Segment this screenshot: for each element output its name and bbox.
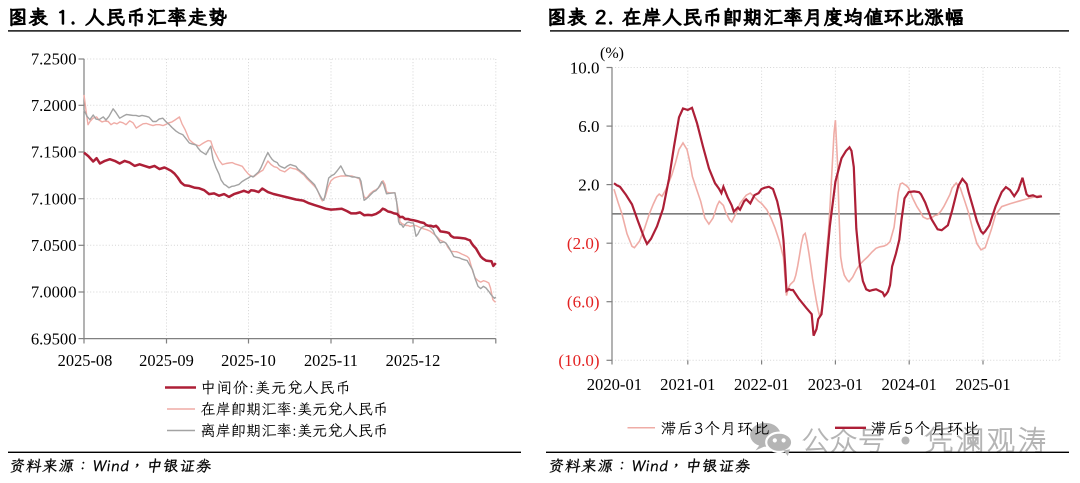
svg-text:(10.0): (10.0) xyxy=(558,351,599,370)
svg-text:2025-08: 2025-08 xyxy=(58,351,113,370)
svg-text:(6.0): (6.0) xyxy=(567,293,600,312)
svg-text:6.9500: 6.9500 xyxy=(31,329,77,348)
svg-text:7.2000: 7.2000 xyxy=(31,96,77,115)
svg-text:(%): (%) xyxy=(600,45,624,62)
svg-text:2025-09: 2025-09 xyxy=(139,351,194,370)
svg-text:2025-11: 2025-11 xyxy=(304,351,358,370)
svg-text:2024-01: 2024-01 xyxy=(882,375,937,394)
svg-text:7.0500: 7.0500 xyxy=(31,236,77,255)
svg-text:7.1500: 7.1500 xyxy=(31,143,77,162)
svg-text:(2.0): (2.0) xyxy=(567,234,600,253)
svg-text:2023-01: 2023-01 xyxy=(808,375,863,394)
svg-text:2022-01: 2022-01 xyxy=(734,375,789,394)
svg-text:2.0: 2.0 xyxy=(578,175,599,194)
svg-text:7.2500: 7.2500 xyxy=(31,50,77,69)
svg-text:6.0: 6.0 xyxy=(578,117,599,136)
svg-text:2025-10: 2025-10 xyxy=(221,351,276,370)
svg-text:7.0000: 7.0000 xyxy=(31,283,77,302)
svg-text:7.1000: 7.1000 xyxy=(31,189,77,208)
svg-text:10.0: 10.0 xyxy=(570,58,600,77)
svg-text:2021-01: 2021-01 xyxy=(660,375,715,394)
svg-text:2025-12: 2025-12 xyxy=(386,351,441,370)
svg-text:2025-01: 2025-01 xyxy=(955,375,1010,394)
svg-text:2020-01: 2020-01 xyxy=(587,375,642,394)
